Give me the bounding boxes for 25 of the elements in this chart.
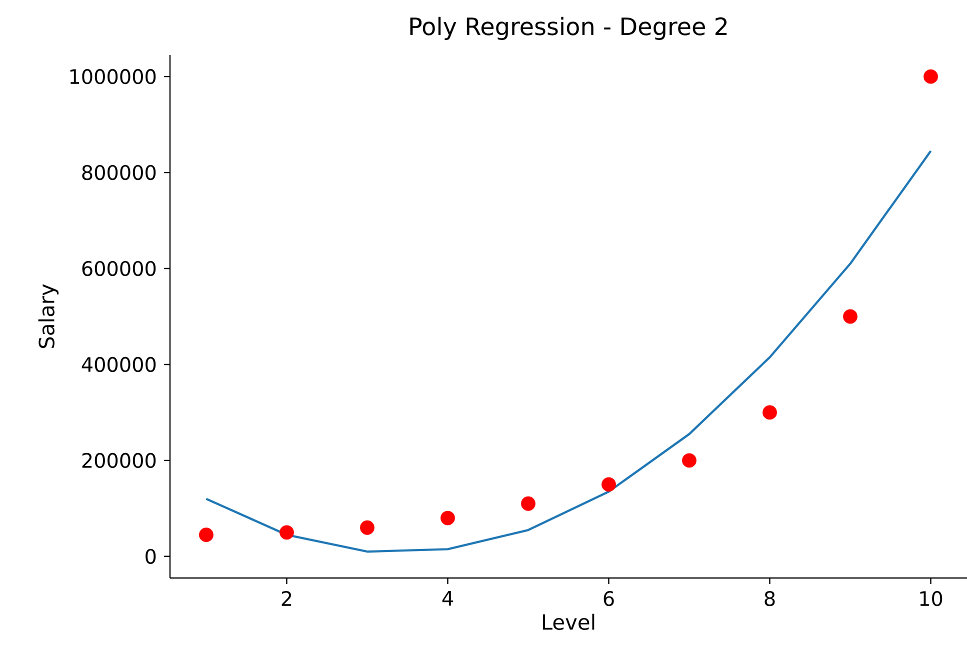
line-series [205,150,932,553]
point [440,510,455,526]
point [360,520,374,535]
y-tick-label: 1000000 [70,69,156,84]
chart-title: Poly Regression - Degree 2 [410,16,727,40]
x-tick-label: 4 [442,591,453,606]
y-tick-label: 0 [146,548,156,564]
y-tick-label: 200000 [82,452,156,468]
y-tick-label: 400000 [82,356,156,372]
x-tick-label: 6 [604,591,614,606]
point [682,453,696,468]
y-tick-label: 800000 [82,164,156,180]
y-axis-title: Salary [38,284,59,348]
x-tick-label: 2 [282,591,292,606]
point [199,528,214,542]
x-tick-label: 8 [764,591,775,606]
point [521,496,536,511]
x-axis-title: Level [542,614,594,630]
point [924,69,938,84]
point [762,405,777,420]
y-tick-label: 600000 [82,260,156,276]
x-tick-label: 10 [920,591,942,606]
point [280,525,294,540]
point [602,477,616,492]
point [843,309,858,324]
